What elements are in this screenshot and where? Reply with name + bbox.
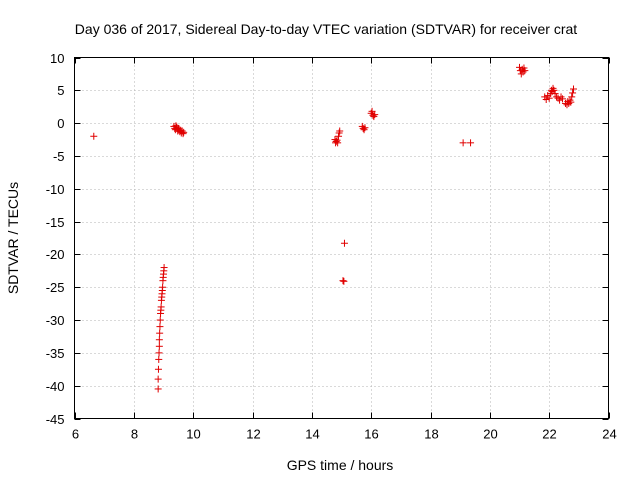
y-tick-label: -25	[46, 280, 65, 295]
data-point	[155, 342, 163, 350]
data-point	[569, 89, 577, 97]
data-point	[155, 336, 163, 344]
x-tick-label: 22	[542, 427, 556, 442]
axis-ticks	[74, 57, 610, 420]
data-point	[155, 349, 163, 357]
data-point	[332, 138, 340, 146]
data-point	[568, 93, 576, 101]
data-point	[519, 68, 527, 76]
data-point	[157, 303, 165, 311]
y-tick-label: -40	[46, 379, 65, 394]
x-tick-label: 14	[305, 427, 319, 442]
x-tick-label: 12	[246, 427, 260, 442]
data-point	[569, 85, 577, 93]
data-point	[334, 139, 342, 147]
data-point	[155, 355, 163, 363]
y-axis-label: SDTVAR / TECUs	[5, 182, 21, 294]
x-tick-label: 20	[483, 427, 497, 442]
data-point	[179, 130, 187, 138]
data-point	[340, 239, 348, 247]
data-point	[159, 283, 167, 291]
y-tick-label: -5	[53, 149, 65, 164]
data-points	[90, 63, 577, 393]
data-point	[542, 96, 550, 104]
data-point	[154, 365, 162, 373]
data-point	[371, 111, 379, 119]
y-tick-label: 10	[50, 51, 64, 66]
data-point	[556, 96, 564, 104]
data-point	[339, 277, 347, 285]
data-point	[156, 316, 164, 324]
data-point	[154, 385, 162, 393]
data-point	[369, 111, 377, 119]
y-tick-label: -30	[46, 313, 65, 328]
data-point	[521, 67, 529, 75]
data-point	[359, 124, 367, 132]
x-axis-label: GPS time / hours	[287, 457, 394, 473]
y-tick-label: 0	[57, 116, 64, 131]
data-point	[336, 127, 344, 135]
y-tick-label: -10	[46, 182, 65, 197]
data-point	[459, 139, 467, 147]
y-tick-label: 5	[57, 83, 64, 98]
data-point	[567, 98, 575, 106]
plot-frame	[74, 57, 609, 419]
data-point	[563, 101, 571, 109]
data-point	[160, 264, 168, 272]
data-point	[550, 86, 558, 94]
x-tick-label: 10	[186, 427, 200, 442]
data-point	[551, 90, 559, 98]
x-tick-label: 8	[131, 427, 138, 442]
y-tick-label: -20	[46, 247, 65, 262]
data-point	[361, 124, 369, 132]
data-point	[156, 329, 164, 337]
data-point	[467, 139, 475, 147]
chart-title: Day 036 of 2017, Sidereal Day-to-day VTE…	[75, 21, 577, 37]
x-tick-label: 24	[602, 427, 616, 442]
data-point	[90, 132, 98, 140]
y-tick-label: -45	[46, 412, 65, 427]
y-tick-label: -35	[46, 346, 65, 361]
x-tick-label: 16	[364, 427, 378, 442]
x-tick-label: 6	[72, 427, 79, 442]
data-point	[156, 323, 164, 331]
data-point	[180, 128, 188, 136]
data-point	[340, 277, 348, 285]
x-tick-label: 18	[424, 427, 438, 442]
data-point	[545, 94, 553, 102]
data-point	[154, 375, 162, 383]
tick-labels: 6 8 10 12 14 16 18 20 22 24 10 5 0 -5 -10 -15 -20 -25 -30 -…	[46, 51, 617, 442]
data-point	[559, 95, 567, 103]
y-tick-label: -15	[46, 215, 65, 230]
data-point	[335, 132, 343, 140]
